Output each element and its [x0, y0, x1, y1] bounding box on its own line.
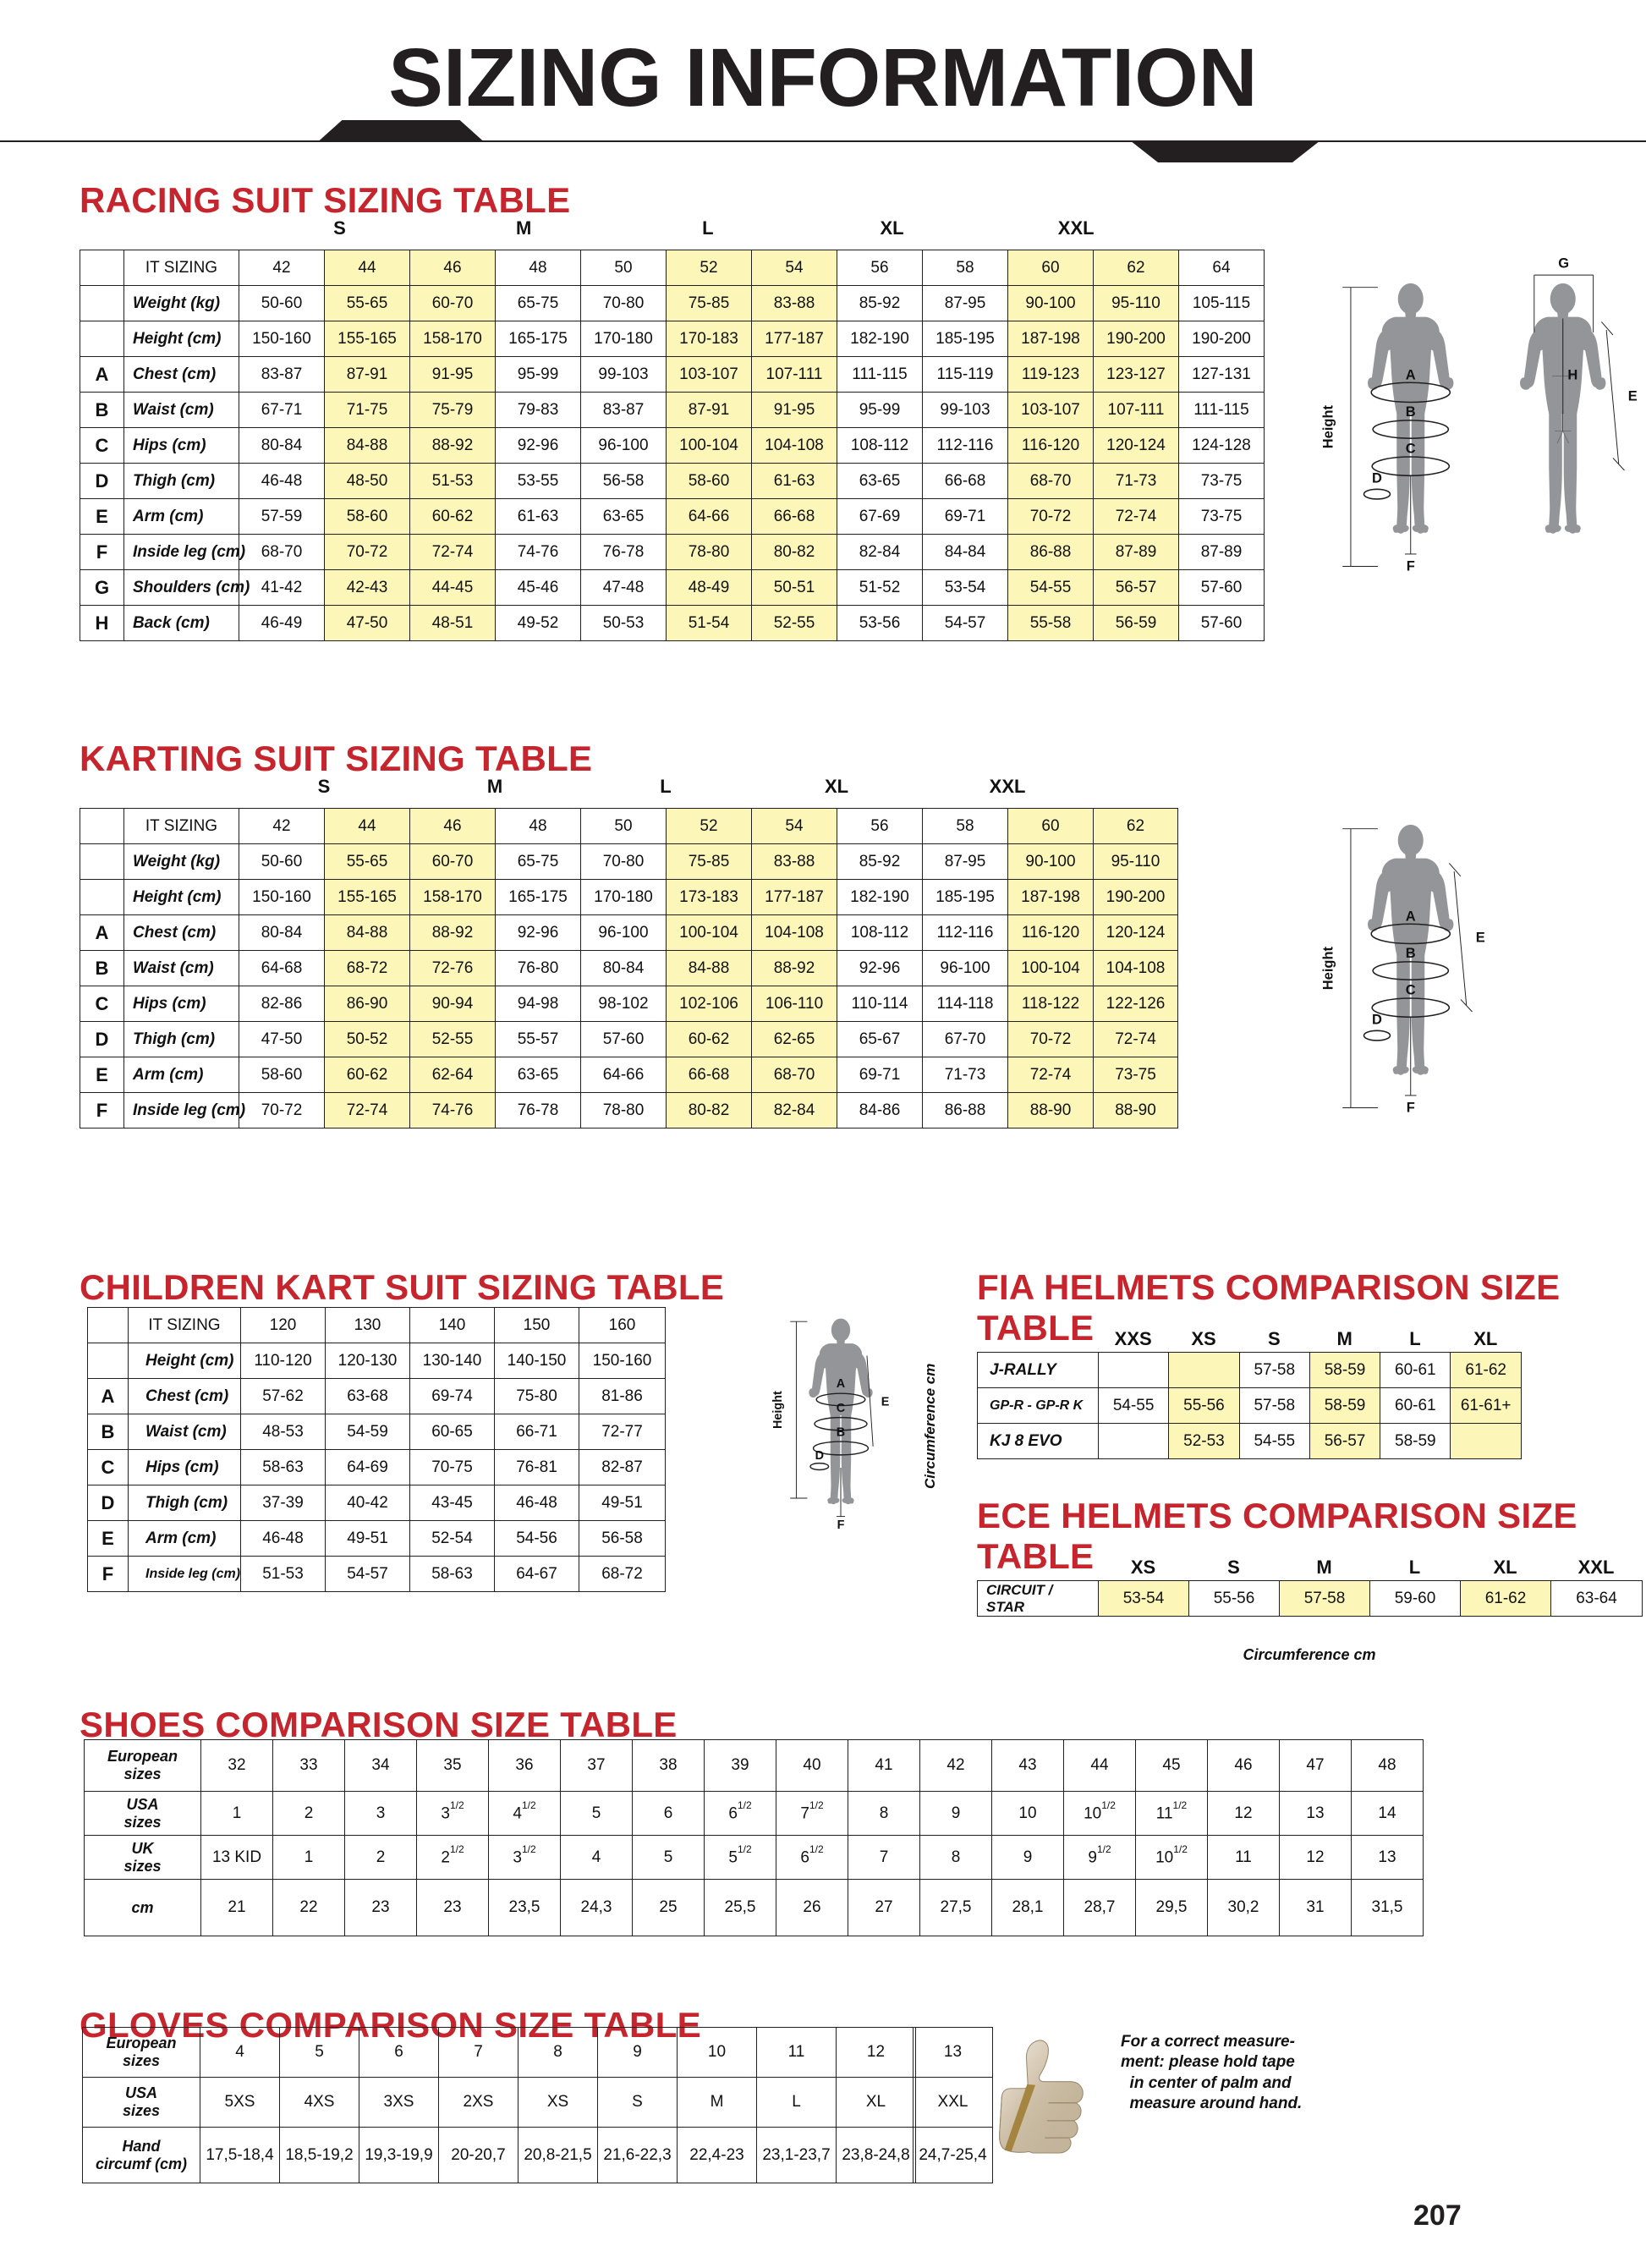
- svg-text:Height: Height: [1321, 946, 1336, 990]
- svg-text:B: B: [1406, 404, 1416, 420]
- svg-text:Height: Height: [1321, 404, 1336, 448]
- svg-text:G: G: [1558, 255, 1569, 271]
- svg-text:Height: Height: [771, 1391, 785, 1429]
- svg-text:C: C: [837, 1402, 845, 1415]
- svg-text:C: C: [1406, 983, 1416, 998]
- svg-text:A: A: [1406, 367, 1416, 382]
- svg-text:E: E: [881, 1396, 890, 1409]
- svg-text:B: B: [1406, 946, 1416, 961]
- svg-text:D: D: [815, 1449, 824, 1463]
- svg-text:A: A: [837, 1377, 846, 1391]
- svg-text:B: B: [837, 1426, 845, 1440]
- svg-text:E: E: [1628, 389, 1638, 404]
- svg-text:H: H: [1567, 367, 1577, 382]
- svg-text:C: C: [1406, 442, 1416, 457]
- svg-text:D: D: [1372, 471, 1382, 486]
- svg-text:F: F: [837, 1518, 845, 1532]
- svg-text:E: E: [1476, 931, 1485, 946]
- svg-text:A: A: [1406, 909, 1416, 924]
- svg-text:F: F: [1407, 1100, 1415, 1115]
- svg-text:F: F: [1407, 558, 1415, 574]
- svg-text:D: D: [1372, 1013, 1382, 1028]
